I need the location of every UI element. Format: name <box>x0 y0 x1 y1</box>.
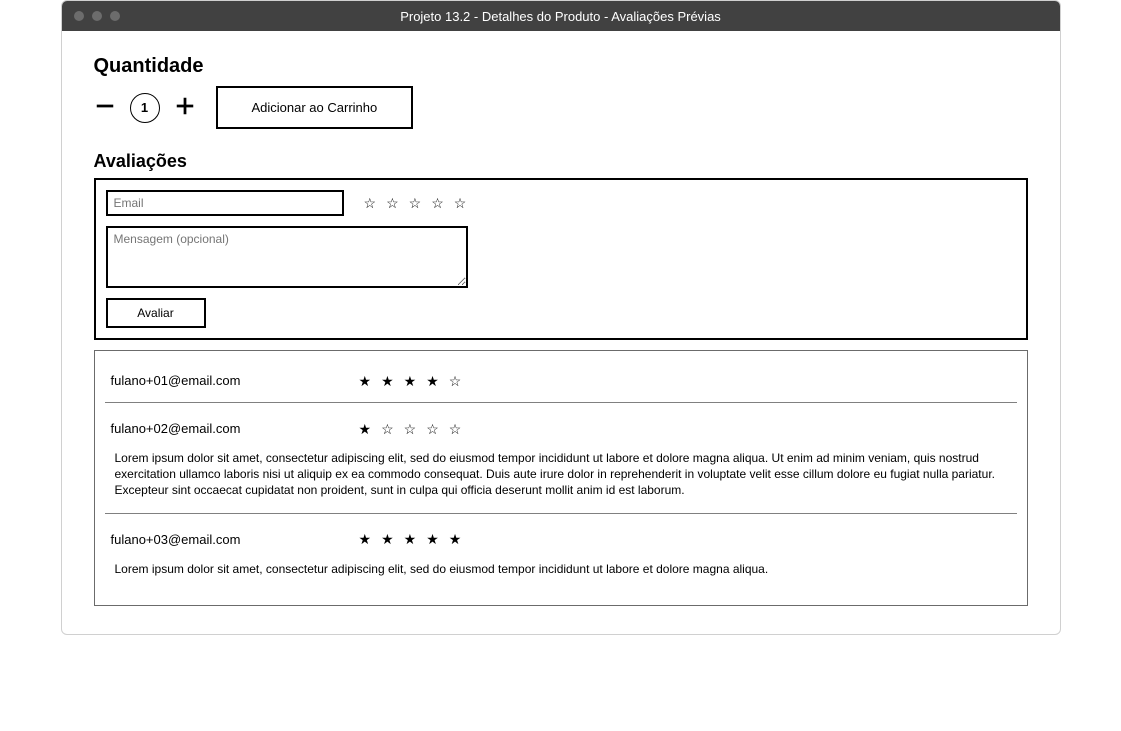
submit-review-button[interactable]: Avaliar <box>106 298 206 328</box>
star-empty-icon[interactable]: ☆ <box>364 196 377 210</box>
plus-icon <box>174 95 196 117</box>
star-empty-icon[interactable]: ☆ <box>454 196 467 210</box>
email-field[interactable] <box>106 190 344 216</box>
window-title: Projeto 13.2 - Detalhes do Produto - Ava… <box>62 9 1060 24</box>
review-item: fulano+01@email.com★★★★☆ <box>105 355 1017 402</box>
star-empty-icon: ☆ <box>449 374 462 388</box>
review-message: Lorem ipsum dolor sit amet, consectetur … <box>111 450 1011 499</box>
star-empty-icon: ☆ <box>404 422 417 436</box>
star-empty-icon: ☆ <box>449 422 462 436</box>
star-empty-icon[interactable]: ☆ <box>386 196 399 210</box>
quantity-value: 1 <box>130 93 160 123</box>
review-email: fulano+01@email.com <box>111 373 359 388</box>
review-form-row: ☆ ☆ ☆ ☆ ☆ <box>106 190 1016 216</box>
reviews-list: fulano+01@email.com★★★★☆fulano+02@email.… <box>94 350 1028 606</box>
review-email: fulano+03@email.com <box>111 532 359 547</box>
quantity-row: 1 Adicionar ao Carrinho <box>94 86 1028 129</box>
review-message: Lorem ipsum dolor sit amet, consectetur … <box>111 561 1011 577</box>
review-head: fulano+01@email.com★★★★☆ <box>111 373 1011 388</box>
app-window: Projeto 13.2 - Detalhes do Produto - Ava… <box>61 0 1061 635</box>
review-head: fulano+02@email.com★ ☆ ☆ ☆ ☆ <box>111 421 1011 436</box>
rating-input[interactable]: ☆ ☆ ☆ ☆ ☆ <box>364 196 467 210</box>
star-filled-icon: ★ <box>426 374 439 388</box>
star-empty-icon: ☆ <box>381 422 394 436</box>
star-filled-icon: ★ <box>381 532 394 546</box>
star-filled-icon: ★ <box>404 374 417 388</box>
review-email: fulano+02@email.com <box>111 421 359 436</box>
review-rating: ★ ☆ ☆ ☆ ☆ <box>359 422 462 436</box>
star-empty-icon: ☆ <box>426 422 439 436</box>
review-head: fulano+03@email.com★★★★★ <box>111 532 1011 547</box>
minus-icon <box>94 95 116 117</box>
star-empty-icon[interactable]: ☆ <box>431 196 444 210</box>
quantity-increment-button[interactable] <box>174 95 196 121</box>
review-item: fulano+02@email.com★ ☆ ☆ ☆ ☆ Lorem ipsum dolo… <box>105 402 1017 513</box>
star-filled-icon: ★ <box>426 532 439 546</box>
content-area: Quantidade 1 Adicionar ao Carrinho Avali… <box>62 31 1060 634</box>
star-empty-icon[interactable]: ☆ <box>409 196 422 210</box>
quantity-heading: Quantidade <box>94 55 1028 78</box>
star-filled-icon: ★ <box>381 374 394 388</box>
titlebar: Projeto 13.2 - Detalhes do Produto - Ava… <box>62 1 1060 31</box>
star-filled-icon: ★ <box>449 532 462 546</box>
star-filled-icon: ★ <box>359 532 372 546</box>
review-form-card: ☆ ☆ ☆ ☆ ☆ Avaliar <box>94 178 1028 340</box>
quantity-decrement-button[interactable] <box>94 95 116 121</box>
message-field[interactable] <box>106 226 468 288</box>
star-filled-icon: ★ <box>404 532 417 546</box>
add-to-cart-button[interactable]: Adicionar ao Carrinho <box>216 86 414 129</box>
review-item: fulano+03@email.com★★★★★Lorem ipsum dolo… <box>105 513 1017 591</box>
review-rating: ★ ★ ★ ★ ☆ <box>359 374 462 388</box>
star-filled-icon: ★ <box>359 374 372 388</box>
review-rating: ★ ★ ★ ★ ★ <box>359 532 462 546</box>
star-filled-icon: ★ <box>359 422 372 436</box>
reviews-heading: Avaliações <box>94 151 1028 172</box>
